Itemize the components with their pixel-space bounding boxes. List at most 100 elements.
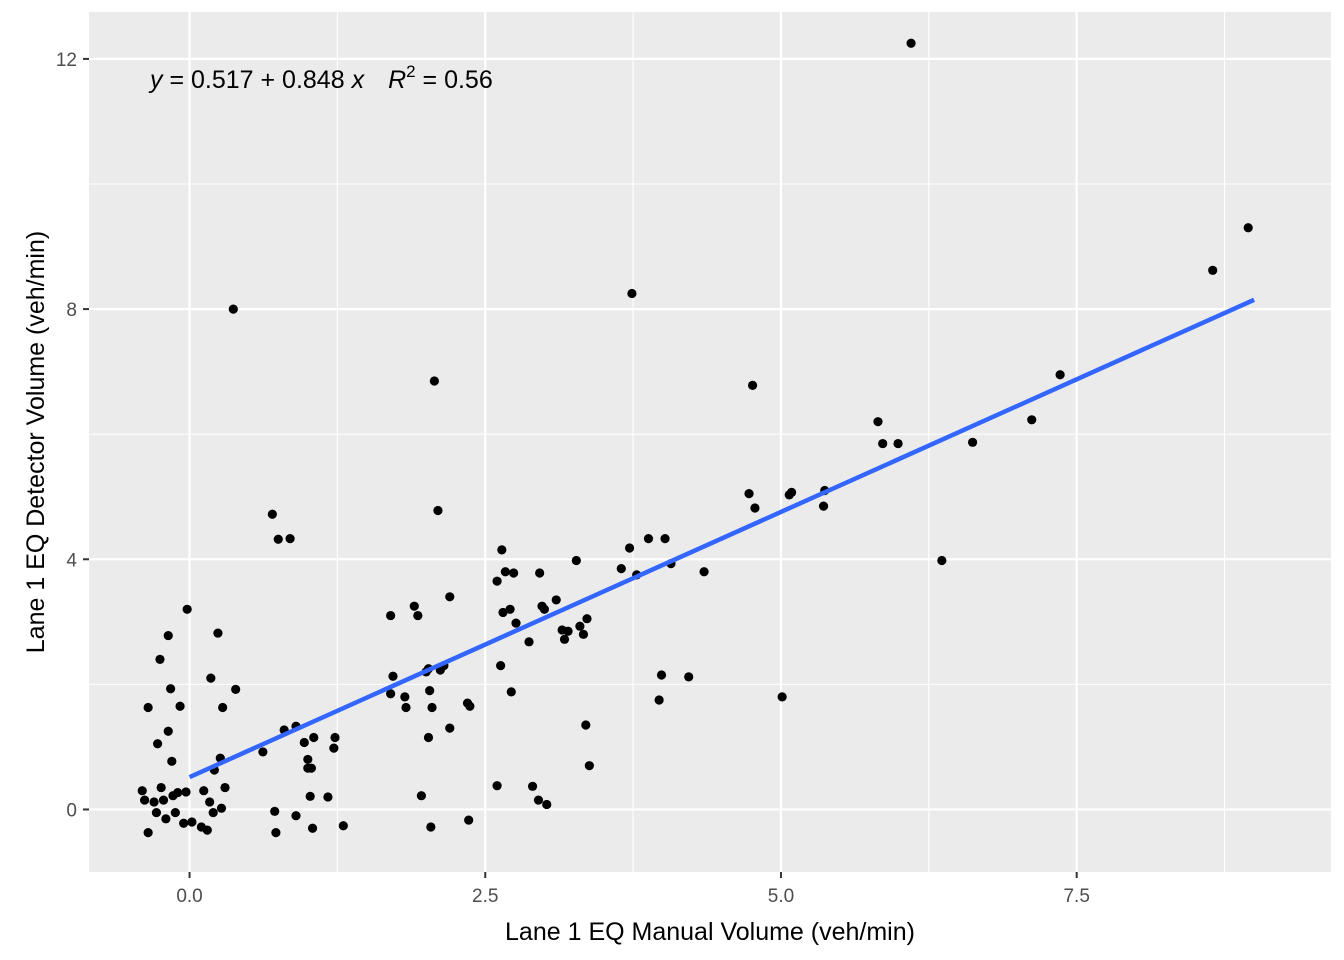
data-point xyxy=(182,604,192,614)
data-point xyxy=(563,626,573,636)
data-point xyxy=(173,787,183,798)
data-point xyxy=(654,695,664,705)
data-point xyxy=(1208,265,1218,275)
data-point xyxy=(509,568,519,578)
data-point xyxy=(175,701,185,711)
data-point xyxy=(656,670,667,680)
data-point xyxy=(409,601,419,611)
data-point xyxy=(423,732,434,743)
data-point xyxy=(330,732,340,743)
data-point xyxy=(220,782,230,793)
data-point xyxy=(616,564,626,574)
data-points xyxy=(137,38,1253,838)
data-point xyxy=(416,791,426,801)
data-point xyxy=(433,505,443,516)
y-axis-title: Lane 1 EQ Detector Volume (veh/min) xyxy=(22,231,50,653)
data-point xyxy=(535,568,545,578)
data-point xyxy=(684,672,694,682)
data-point xyxy=(218,702,228,713)
data-point xyxy=(492,576,502,586)
data-point xyxy=(496,661,506,671)
data-point xyxy=(216,803,227,813)
data-point xyxy=(426,822,436,832)
data-point xyxy=(527,781,538,791)
data-point xyxy=(158,795,169,805)
data-point xyxy=(967,437,978,447)
data-point xyxy=(559,634,570,644)
y-tick-label: 0 xyxy=(66,800,77,821)
data-point xyxy=(143,827,153,838)
data-point xyxy=(818,501,829,511)
data-point xyxy=(386,689,396,699)
data-point xyxy=(187,817,197,827)
annotation-y-var: y xyxy=(148,66,164,94)
data-point xyxy=(156,782,166,793)
data-point xyxy=(906,38,916,48)
y-tick-label: 8 xyxy=(66,300,77,321)
data-point xyxy=(511,618,521,628)
data-point xyxy=(498,607,508,618)
data-point xyxy=(581,720,591,730)
plot-panel xyxy=(89,12,1331,872)
y-axis-ticks: 0 4 8 12 xyxy=(56,50,89,821)
data-point xyxy=(413,610,423,621)
data-point xyxy=(388,671,398,681)
data-point xyxy=(271,827,281,838)
data-point xyxy=(202,825,212,835)
data-point xyxy=(329,743,339,753)
data-point xyxy=(1055,370,1065,380)
data-point xyxy=(309,732,319,743)
data-point xyxy=(425,686,435,696)
data-point xyxy=(429,376,439,386)
data-point xyxy=(533,795,544,805)
annotation-r-value: = 0.56 xyxy=(416,66,493,94)
data-point xyxy=(747,380,758,390)
data-point xyxy=(179,818,189,828)
data-point xyxy=(584,761,594,771)
data-point xyxy=(539,604,550,614)
data-point xyxy=(213,628,223,638)
data-point xyxy=(427,702,437,713)
data-point xyxy=(627,288,637,299)
data-point xyxy=(401,702,411,713)
data-point xyxy=(231,684,241,694)
y-tick-label: 4 xyxy=(66,550,77,571)
annotation-equation: = 0.517 + 0.848 xyxy=(163,66,352,94)
data-point xyxy=(787,487,797,497)
data-point xyxy=(170,807,180,818)
data-point xyxy=(303,754,313,765)
annotation-r-var: R xyxy=(388,66,406,94)
data-point xyxy=(166,684,176,694)
data-point xyxy=(228,304,238,314)
x-tick-label: 2.5 xyxy=(472,886,498,907)
data-point xyxy=(285,534,295,544)
data-point xyxy=(205,797,215,807)
data-point xyxy=(400,692,410,702)
data-point xyxy=(167,756,177,766)
data-point xyxy=(270,806,280,816)
data-point xyxy=(299,737,309,748)
data-point xyxy=(161,814,171,824)
data-point xyxy=(307,823,318,833)
major-gridlines xyxy=(89,12,1331,872)
data-point xyxy=(464,815,474,825)
data-point xyxy=(181,787,191,797)
data-point xyxy=(575,621,585,631)
data-point xyxy=(937,555,947,566)
data-point xyxy=(445,723,455,733)
data-point xyxy=(497,545,507,555)
data-point xyxy=(571,555,581,566)
data-point xyxy=(143,702,153,713)
data-point xyxy=(524,637,534,647)
data-point xyxy=(163,726,173,736)
data-point xyxy=(582,614,592,624)
x-tick-label: 7.5 xyxy=(1063,886,1089,907)
data-point xyxy=(151,807,162,818)
data-point xyxy=(1027,415,1037,425)
data-point xyxy=(505,604,515,614)
y-tick-label: 12 xyxy=(56,50,77,71)
data-point xyxy=(699,567,709,577)
data-point xyxy=(492,781,502,791)
